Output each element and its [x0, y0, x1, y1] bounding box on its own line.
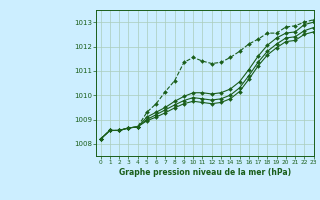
- X-axis label: Graphe pression niveau de la mer (hPa): Graphe pression niveau de la mer (hPa): [119, 168, 291, 177]
